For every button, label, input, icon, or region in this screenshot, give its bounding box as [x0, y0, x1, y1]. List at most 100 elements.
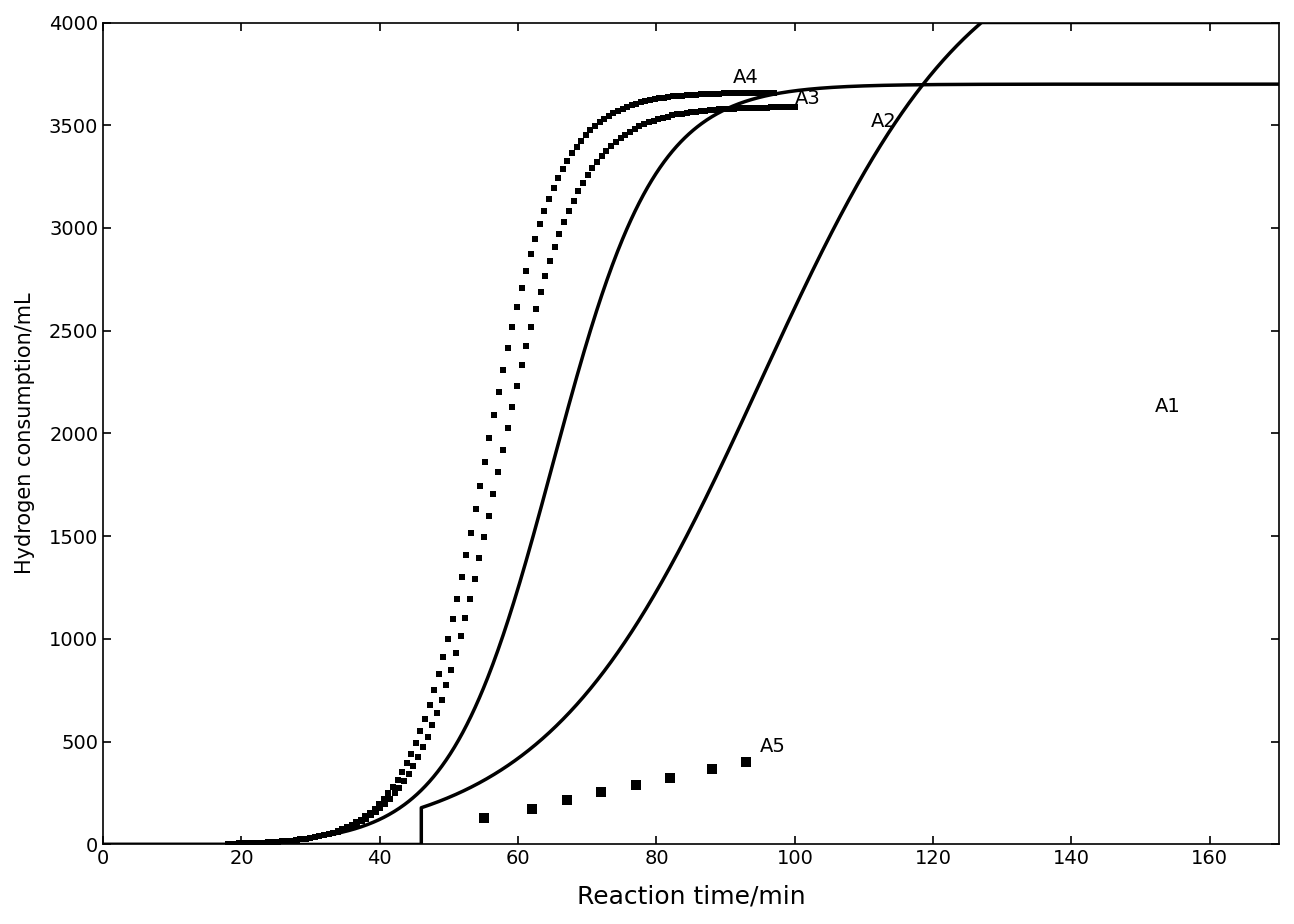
Point	[722, 86, 743, 101]
Point	[729, 101, 749, 116]
Point	[345, 815, 366, 830]
Point	[663, 108, 683, 123]
Point	[686, 87, 707, 102]
Point	[493, 362, 514, 377]
Point	[313, 828, 334, 843]
Point	[747, 101, 767, 116]
Point	[700, 103, 721, 117]
Point	[384, 786, 405, 801]
Point	[760, 85, 780, 100]
Point	[554, 214, 575, 229]
Point	[452, 570, 472, 585]
Point	[718, 86, 739, 101]
Point	[648, 112, 669, 127]
Point	[672, 88, 692, 103]
Point	[378, 785, 399, 800]
Point	[370, 800, 391, 815]
Point	[309, 829, 330, 844]
Point	[221, 836, 242, 851]
Point	[474, 810, 494, 825]
Point	[236, 836, 256, 851]
Point	[369, 796, 389, 811]
Point	[591, 149, 612, 164]
Point	[258, 835, 278, 850]
Point	[286, 833, 307, 847]
Point	[770, 100, 791, 115]
Point	[428, 667, 449, 682]
Point	[417, 729, 437, 744]
Point	[520, 247, 541, 261]
Point	[598, 108, 619, 123]
Point	[754, 85, 775, 100]
Point	[295, 832, 316, 846]
Point	[419, 698, 440, 712]
Point	[549, 226, 569, 241]
Point	[238, 835, 259, 850]
Point	[459, 591, 480, 606]
Point	[784, 100, 805, 115]
Point	[396, 756, 417, 771]
Point	[333, 822, 353, 837]
Point	[608, 103, 629, 118]
Point	[502, 320, 523, 334]
Point	[677, 88, 697, 103]
Point	[529, 217, 550, 232]
Point	[620, 124, 641, 139]
Point	[424, 683, 445, 698]
Point	[286, 833, 307, 847]
Point	[506, 299, 527, 314]
Point	[626, 96, 647, 111]
Point	[338, 821, 358, 835]
Point	[327, 824, 348, 839]
Point	[383, 780, 404, 795]
Point	[547, 171, 568, 186]
Point	[709, 102, 730, 116]
Point	[556, 793, 577, 808]
Point	[324, 825, 344, 840]
Point	[437, 631, 458, 646]
Point	[615, 128, 635, 142]
Point	[516, 338, 537, 353]
Point	[677, 105, 697, 120]
Point	[562, 146, 582, 161]
Point	[751, 85, 771, 100]
Point	[606, 134, 626, 149]
Point	[404, 759, 424, 773]
Point	[468, 551, 489, 565]
Point	[660, 771, 681, 785]
Point	[466, 502, 487, 517]
Point	[379, 792, 400, 807]
Point	[714, 102, 735, 116]
Point	[475, 455, 496, 469]
Point	[282, 833, 303, 848]
Point	[295, 832, 316, 846]
Point	[336, 820, 357, 834]
Point	[461, 525, 481, 540]
Point	[603, 105, 624, 120]
Point	[625, 122, 646, 137]
Point	[638, 115, 659, 129]
Point	[450, 628, 471, 643]
Point	[639, 92, 660, 107]
Point	[415, 711, 436, 726]
Point	[399, 766, 419, 781]
Point	[643, 114, 664, 128]
Point	[761, 100, 782, 115]
Point	[226, 836, 247, 851]
Point	[617, 99, 638, 114]
Point	[351, 814, 371, 829]
Point	[511, 281, 532, 296]
Text: A3: A3	[795, 89, 820, 108]
Point	[723, 102, 744, 116]
Point	[652, 110, 673, 125]
Point	[571, 133, 591, 148]
Point	[589, 115, 609, 129]
Point	[241, 836, 261, 851]
Point	[612, 101, 633, 116]
Point	[433, 650, 454, 664]
Point	[361, 808, 382, 823]
Point	[254, 835, 274, 850]
Point	[540, 253, 560, 268]
Point	[502, 399, 523, 414]
Point	[263, 834, 283, 849]
